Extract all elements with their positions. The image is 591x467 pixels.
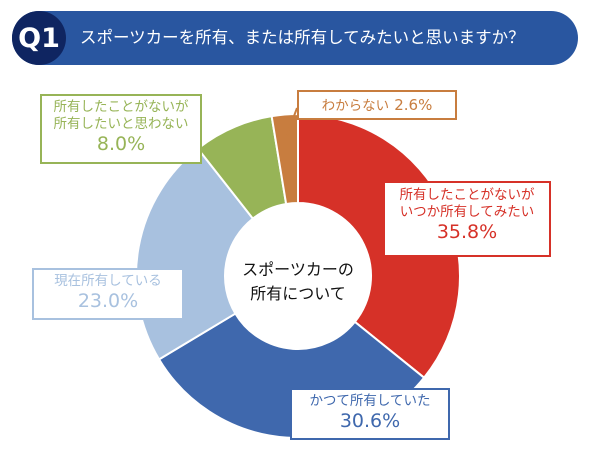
- question-header: Q1 スポーツカーを所有、または所有してみたいと思いますか？: [12, 11, 578, 65]
- center-label-line1: スポーツカーの: [242, 260, 354, 279]
- label-past-owner: かつて所有していた 30.6%: [290, 388, 450, 440]
- label-unknown: わからない 2.6%: [297, 90, 457, 120]
- label-unknown-line1: わからない: [321, 98, 390, 114]
- question-number-badge: Q1: [12, 11, 66, 65]
- label-current-owner-line1: 現在所有している: [54, 273, 162, 289]
- label-no-desire-line2: 所有したいと思わない: [53, 115, 189, 132]
- label-no-desire-value: 8.0%: [96, 132, 146, 155]
- slice-future-owner: [297, 112, 461, 380]
- label-future-owner-line1: 所有したことがないが: [399, 187, 535, 203]
- label-future-owner-value: 35.8%: [436, 220, 498, 243]
- label-no-desire-line1: 所有したことがないが: [53, 99, 189, 115]
- label-current-owner-value: 23.0%: [77, 289, 139, 312]
- label-future-owner-line2: いつか所有してみたい: [399, 203, 535, 220]
- label-past-owner-value: 30.6%: [339, 409, 401, 432]
- label-past-owner-line1: かつて所有していた: [309, 393, 431, 409]
- label-no-desire: 所有したことがないが 所有したいと思わない 8.0%: [40, 94, 202, 164]
- slice-unknown: [270, 112, 299, 206]
- label-current-owner: 現在所有している 23.0%: [32, 268, 184, 320]
- center-label-line2: 所有について: [250, 284, 346, 303]
- leader-line-unknown: [286, 107, 298, 136]
- question-text: スポーツカーを所有、または所有してみたいと思いますか？: [80, 28, 525, 47]
- label-unknown-value: 2.6%: [394, 96, 433, 114]
- label-future-owner: 所有したことがないが いつか所有してみたい 35.8%: [383, 181, 551, 257]
- chart-center-label: スポーツカーの 所有について: [233, 258, 363, 306]
